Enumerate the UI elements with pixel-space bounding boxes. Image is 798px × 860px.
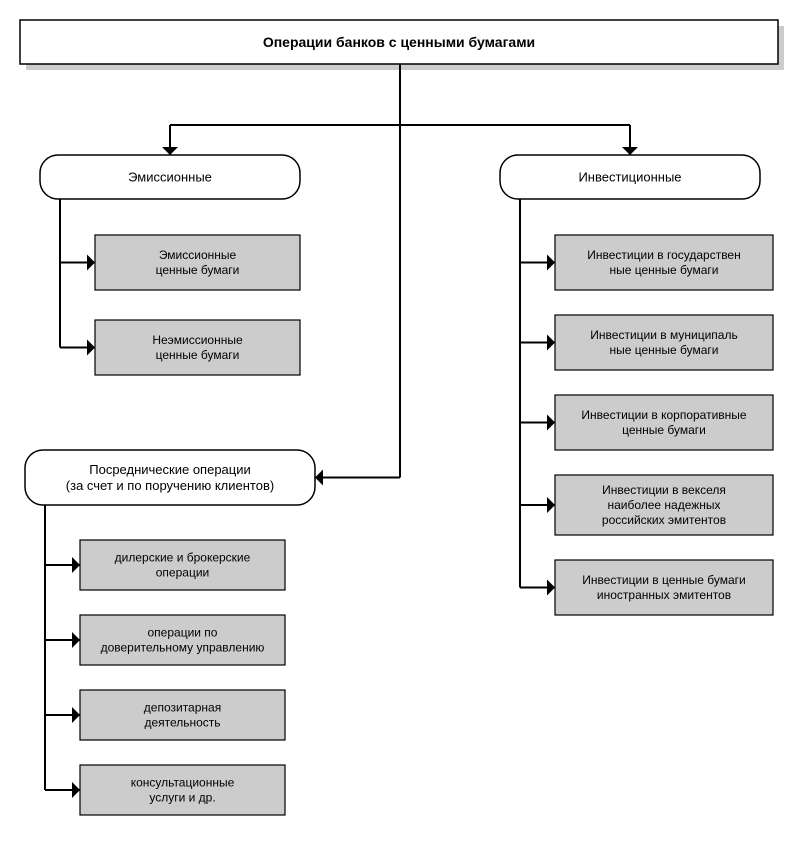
leaf-investment-3-label: Инвестиции в векселянаиболее надежныхрос… <box>602 483 726 527</box>
leaf-emission-0-label: Эмиссионныеценные бумаги <box>156 248 240 277</box>
leaf-investment-4-label: Инвестиции в ценные бумагииностранных эм… <box>582 573 745 602</box>
leaf-intermediary-2-label: депозитарнаядеятельность <box>144 701 221 730</box>
leaf-emission-1-label: Неэмиссионныеценные бумаги <box>152 333 243 362</box>
category-investment-label: Инвестиционные <box>578 170 681 185</box>
leaf-investment-1-label: Инвестиции в муниципальные ценные бумаги <box>590 328 737 357</box>
category-emission-label: Эмиссионные <box>128 170 212 185</box>
leaf-investment-0-label: Инвестиции в государственные ценные бума… <box>587 248 740 277</box>
category-intermediary-label: Посреднические операции(за счет и по пор… <box>66 462 274 493</box>
root-label: Операции банков с ценными бумагами <box>263 34 535 50</box>
flowchart: Операции банков с ценными бумагами Эмисси… <box>0 0 798 860</box>
